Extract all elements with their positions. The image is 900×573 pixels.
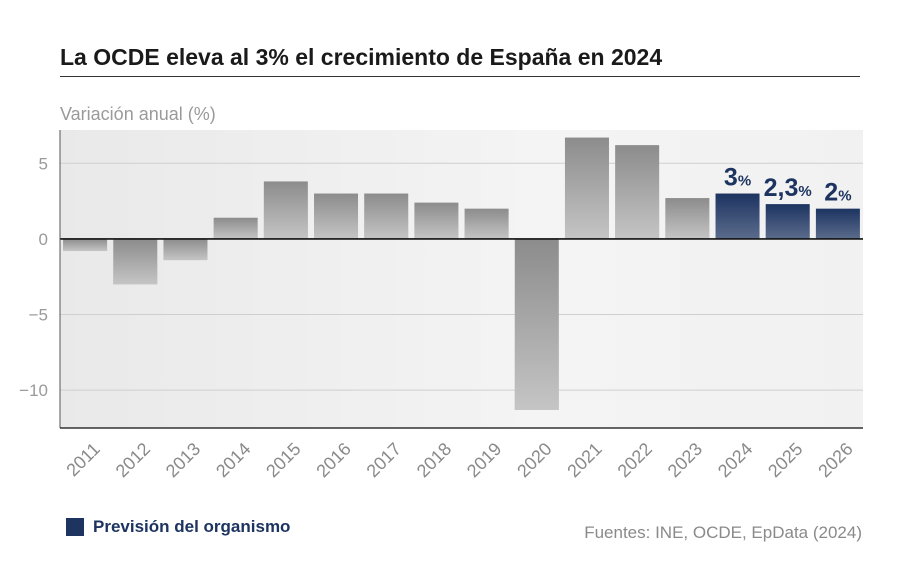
y-tick-label: 0 (39, 230, 48, 249)
source-note: Fuentes: INE, OCDE, EpData (2024) (584, 523, 862, 542)
data-label-2024: 3% (724, 164, 751, 192)
bar-shade-2019 (464, 208, 509, 239)
x-tick-label: 2026 (814, 439, 856, 481)
bar-shade-2025 (765, 204, 810, 239)
bar-shade-2024 (715, 193, 760, 239)
bar-shade-2012 (113, 238, 158, 285)
x-tick-label: 2013 (162, 439, 204, 481)
bar-shade-2026 (815, 208, 860, 239)
bar-shade-2018 (414, 202, 459, 239)
x-tick-label: 2018 (413, 439, 455, 481)
x-tick-label: 2015 (262, 439, 304, 481)
title-divider (60, 76, 860, 77)
x-tick-label: 2017 (363, 439, 405, 481)
bar-shade-2016 (314, 193, 359, 239)
x-tick-label: 2014 (212, 439, 254, 481)
bar-shade-2020 (514, 238, 559, 410)
bar-shade-2021 (564, 137, 609, 239)
plot-background (60, 130, 863, 428)
y-tick-label: −10 (19, 381, 48, 400)
legend: Previsión del organismo (66, 517, 290, 537)
legend-swatch (66, 518, 84, 536)
x-tick-label: 2021 (563, 439, 605, 481)
x-tick-label: 2023 (664, 439, 706, 481)
x-tick-label: 2012 (112, 439, 154, 481)
y-axis-label: Variación anual (%) (60, 104, 216, 124)
x-tick-label: 2025 (764, 439, 806, 481)
x-tick-label: 2016 (312, 439, 354, 481)
x-tick-label: 2020 (513, 439, 555, 481)
x-tick-label: 2019 (463, 439, 505, 481)
bar-shade-2015 (263, 181, 308, 239)
x-tick-label: 2024 (714, 439, 756, 481)
x-tick-label: 2022 (614, 439, 656, 481)
bar-shade-2011 (63, 238, 108, 252)
y-tick-label: 5 (39, 154, 48, 173)
data-label-2026: 2% (824, 179, 851, 207)
x-tick-label: 2011 (62, 439, 104, 481)
chart-title: La OCDE eleva al 3% el crecimiento de Es… (60, 44, 663, 70)
bar-shade-2014 (213, 217, 258, 239)
legend-label: Previsión del organismo (93, 517, 291, 536)
bar-shade-2022 (615, 145, 660, 239)
data-label-2025: 2,3% (764, 174, 812, 202)
bar-shade-2017 (364, 193, 409, 239)
bar-shade-2013 (163, 238, 208, 261)
bar-shade-2023 (665, 198, 710, 239)
y-tick-label: −5 (29, 306, 48, 325)
